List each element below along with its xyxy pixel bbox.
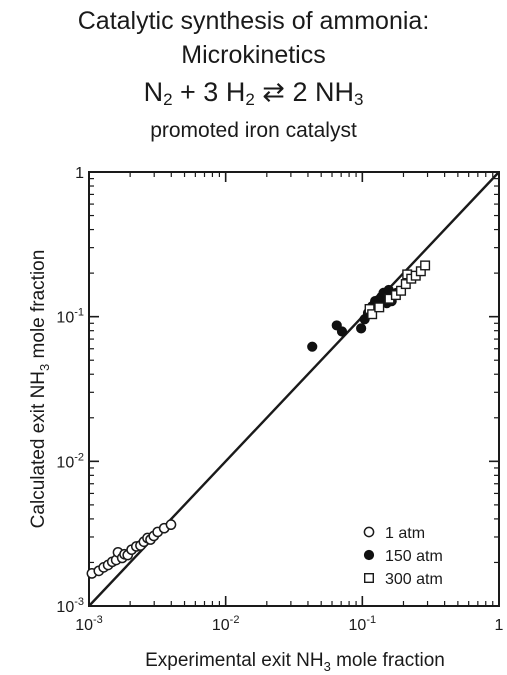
equation-n2: N	[143, 77, 164, 107]
x-tick-label: 10-3	[75, 614, 103, 634]
x-tick-label: 1	[495, 617, 504, 634]
legend-label-150-atm: 150 atm	[385, 548, 443, 565]
y-axis-label-suffix: mole fraction	[28, 250, 49, 364]
x-tick-label-exponent: -1	[366, 614, 376, 626]
data-point-150-atm	[356, 323, 367, 334]
data-point-300-atm	[374, 302, 385, 313]
equilibrium-arrow: ⇄	[254, 77, 293, 107]
y-tick-label-base: 10	[56, 599, 74, 616]
x-axis-label-suffix: mole fraction	[331, 650, 445, 671]
data-point-150-atm	[307, 341, 318, 352]
equation-n2-subscript: 2	[163, 90, 173, 109]
x-axis-label-subscript: 3	[324, 659, 331, 674]
y-tick-labels: 10-310-210-11	[56, 165, 84, 616]
y-tick-label-exponent: -1	[74, 307, 84, 319]
data-point-300-atm	[400, 279, 411, 290]
equation-h2: + 3 H	[172, 77, 246, 107]
y-tick-label: 1	[75, 165, 84, 182]
x-tick-label-base: 10	[349, 617, 367, 634]
data-point-150-atm	[336, 326, 348, 337]
y-tick-label-base: 10	[56, 310, 74, 327]
x-tick-label-exponent: -2	[230, 614, 240, 626]
legend-marker-150-atm	[363, 549, 375, 561]
chart-title-line-2: Microkinetics	[181, 41, 326, 69]
data-point-300-atm	[367, 309, 378, 320]
catalyst-subtitle: promoted iron catalyst	[150, 119, 357, 142]
reaction-equation: N2 + 3 H2 ⇄ 2 NH3	[0, 74, 507, 118]
x-tick-label-base: 1	[495, 617, 504, 634]
equation-nh3: 2 NH	[292, 77, 354, 107]
equation-nh3-subscript: 3	[353, 90, 364, 109]
legend-label-300-atm: 300 atm	[385, 571, 443, 588]
axis-ticks	[88, 171, 500, 607]
y-tick-label-exponent: -3	[74, 596, 84, 608]
x-tick-labels: 10-3 10-2 10-1 1	[75, 614, 503, 634]
data-points	[86, 260, 431, 579]
y-tick-label: 10-3	[56, 596, 84, 616]
y-axis-label: Calculated exit NH3 mole fraction	[28, 250, 52, 529]
data-point-300-atm	[420, 260, 431, 271]
legend-marker-300-atm	[364, 573, 375, 584]
y-tick-label: 10-2	[56, 451, 84, 471]
x-tick-label-base: 10	[75, 617, 93, 634]
x-tick-label: 10-2	[212, 614, 240, 634]
x-tick-label-base: 10	[212, 617, 230, 634]
x-axis-label: Experimental exit NH3 mole fraction	[145, 650, 445, 674]
y-axis-label-subscript: 3	[37, 364, 52, 371]
data-point-1-atm	[165, 519, 177, 531]
legend-label-1-atm: 1 atm	[385, 525, 425, 542]
chart-title-line-1: Catalytic synthesis of ammonia:	[77, 7, 430, 35]
y-tick-label-exponent: -2	[74, 451, 84, 463]
y-tick-label-base: 10	[56, 454, 74, 471]
legend: 1 atm 150 atm 300 atm	[363, 525, 443, 588]
plot-frame	[88, 171, 500, 607]
equation-h2-subscript: 2	[245, 90, 255, 109]
chart-header: Catalytic synthesis of ammonia: Microkin…	[0, 4, 507, 144]
x-axis-label-text: Experimental exit NH	[145, 650, 323, 671]
x-tick-label: 10-1	[349, 614, 377, 634]
x-tick-label-exponent: -3	[93, 614, 103, 626]
legend-marker-1-atm	[363, 526, 375, 538]
y-axis-label-text: Calculated exit NH	[28, 371, 49, 528]
y-tick-label-base: 1	[75, 165, 84, 182]
y-tick-label: 10-1	[56, 307, 84, 327]
